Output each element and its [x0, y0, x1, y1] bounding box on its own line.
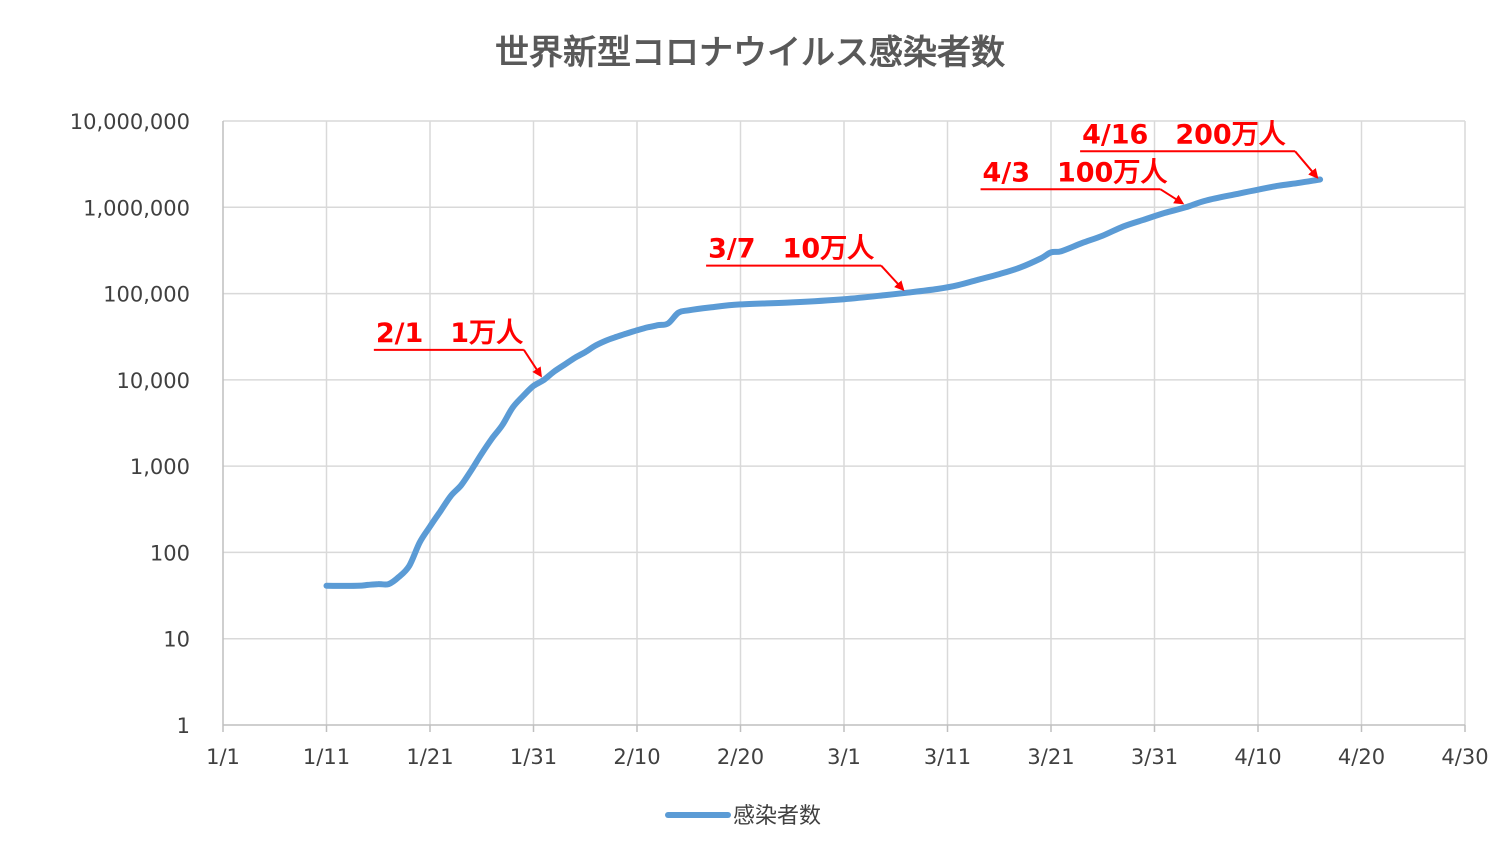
annotation-arrow — [880, 264, 905, 292]
annotation-arrow — [1294, 150, 1319, 179]
y-tick-label: 100 — [150, 541, 190, 565]
annotation-arrow — [523, 349, 542, 378]
x-tick-label: 4/30 — [1441, 745, 1488, 769]
x-tick-label: 1/1 — [206, 745, 240, 769]
annotation-label: 4/3 100万人 — [983, 157, 1168, 188]
x-tick-label: 3/31 — [1131, 745, 1178, 769]
annotation-label: 3/7 10万人 — [708, 234, 874, 265]
annotations: 2/1 1万人 3/7 10万人 4/3 100万人 4/16 200万人 — [373, 119, 1319, 378]
legend-label: 感染者数 — [733, 804, 821, 829]
y-tick-label: 10 — [163, 628, 190, 652]
x-tick-labels: 1/1 1/11 1/21 1/31 2/10 2/20 3/1 3/11 3/21 3/31 4/… — [206, 745, 1488, 769]
y-tick-label: 100,000 — [103, 283, 190, 307]
x-tick-label: 2/20 — [717, 745, 764, 769]
y-tick-labels: 1 10 100 1,000 10,000 100,000 1,000,000 10,000,… — [70, 110, 190, 738]
axes — [222, 121, 1466, 732]
x-tick-label: 1/21 — [406, 745, 453, 769]
y-tick-label: 1 — [177, 714, 190, 738]
x-tick-label: 3/21 — [1027, 745, 1074, 769]
annotation-arrow — [1160, 188, 1185, 205]
x-tick-label: 1/31 — [510, 745, 557, 769]
y-tick-label: 10,000 — [117, 369, 190, 393]
x-tick-label: 4/10 — [1234, 745, 1281, 769]
x-tick-label: 1/11 — [303, 745, 350, 769]
y-tick-label: 10,000,000 — [70, 110, 190, 134]
x-tick-label: 3/11 — [924, 745, 971, 769]
legend: 感染者数 — [665, 804, 821, 829]
x-tick-label: 4/20 — [1338, 745, 1385, 769]
x-tick-label: 3/1 — [827, 745, 861, 769]
x-gridlines — [325, 121, 1466, 725]
x-tick-label: 2/10 — [613, 745, 660, 769]
y-tick-label: 1,000,000 — [83, 196, 190, 220]
annotation-label: 4/16 200万人 — [1082, 119, 1286, 150]
series-line — [323, 176, 1324, 589]
y-tick-label: 1,000 — [130, 455, 190, 479]
series-lines — [323, 176, 1324, 589]
chart-title: 世界新型コロナウイルス感染者数 — [495, 33, 1005, 73]
annotation-label: 2/1 1万人 — [376, 318, 523, 349]
